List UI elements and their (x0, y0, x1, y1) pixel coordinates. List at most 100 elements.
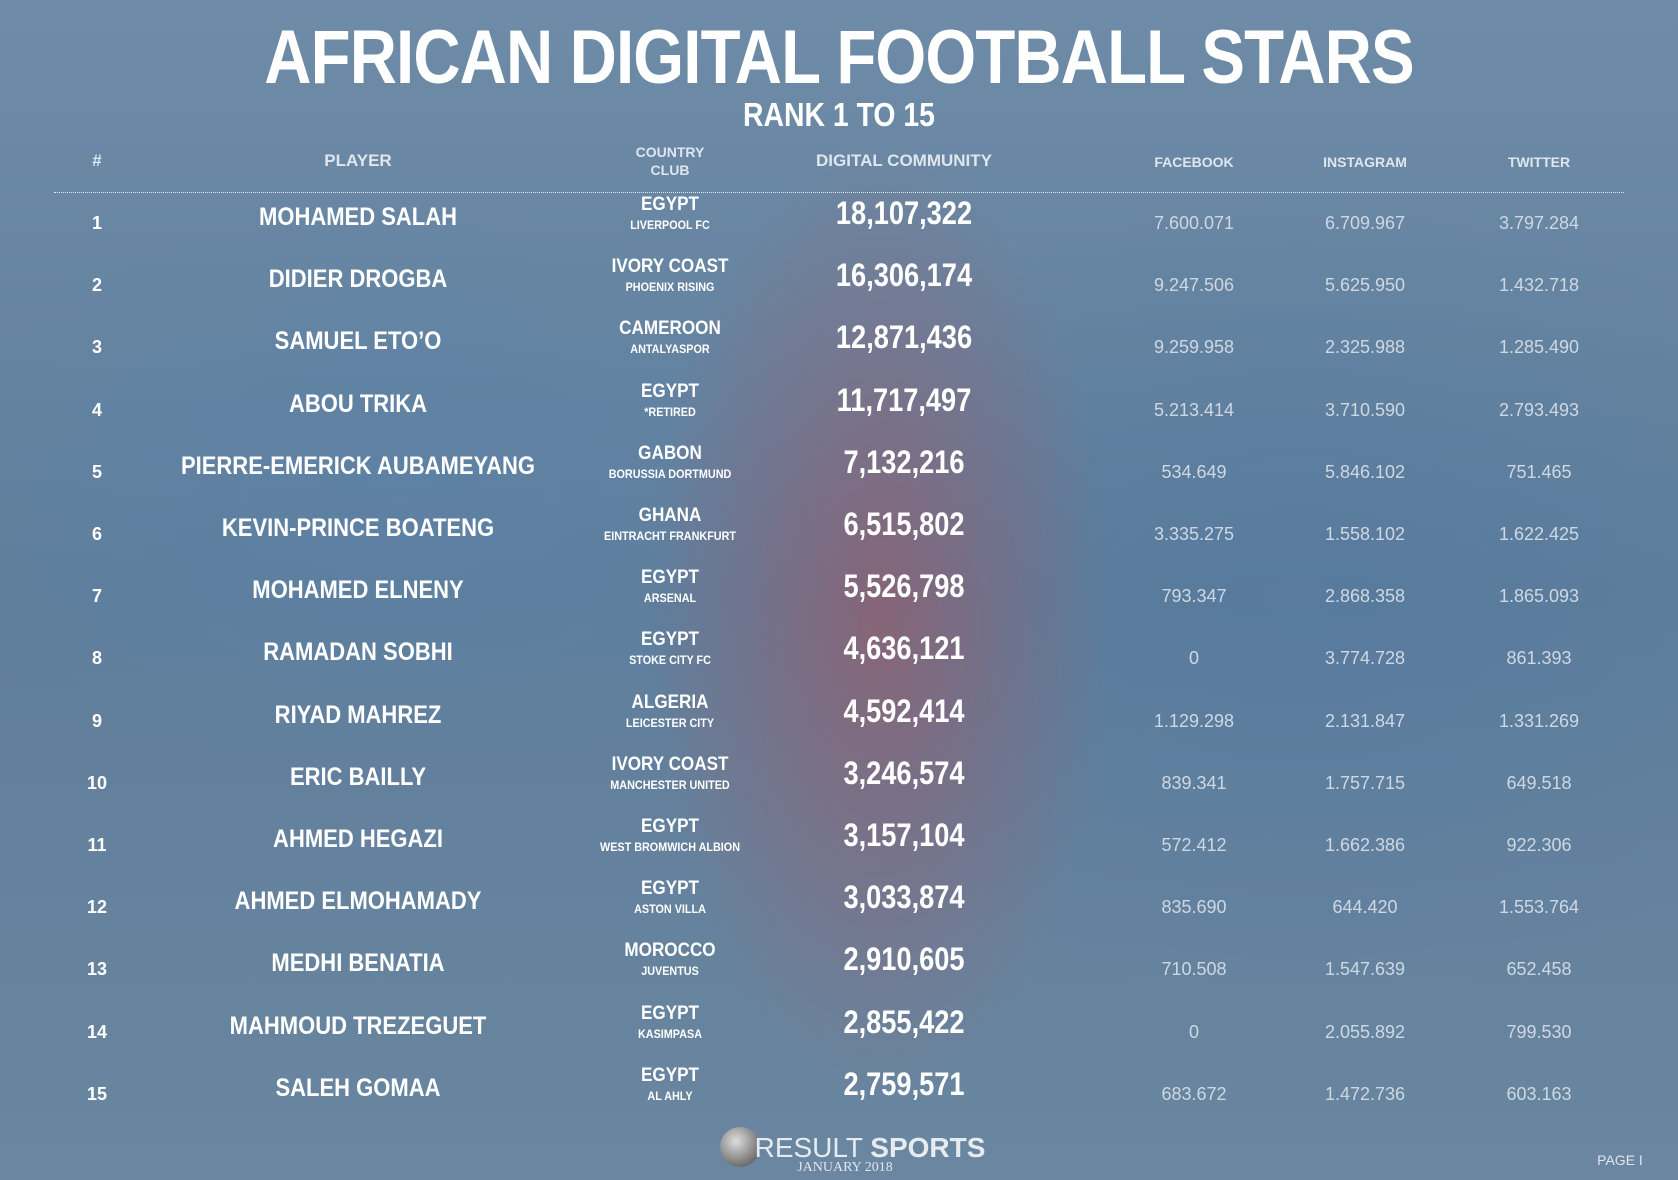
rank: 4 (91, 399, 103, 420)
twitter: 1.285.490 (1498, 337, 1580, 358)
rank: 11 (87, 835, 107, 855)
instagram: 5.625.950 (1324, 275, 1406, 296)
player-name: MOHAMED ELNENY (252, 576, 464, 605)
digital-community: 18,107,322 (835, 195, 973, 231)
subtitle: RANK 1 TO 15 (743, 96, 935, 133)
facebook: 839.341 (1161, 772, 1227, 793)
country: EGYPT (641, 1064, 699, 1086)
club: AL AHLY (647, 1088, 693, 1103)
digital-community: 6,515,802 (843, 506, 965, 542)
page-number: PAGE I (1597, 1152, 1643, 1168)
club: BORUSSIA DORTMUND (608, 466, 732, 481)
player-name: ABOU TRIKA (288, 389, 428, 418)
facebook: 3.335.275 (1153, 524, 1235, 544)
club: KASIMPASA (637, 1026, 703, 1041)
club: ARSENAL (643, 591, 697, 606)
facebook: 710.508 (1161, 959, 1227, 980)
instagram: 5.846.102 (1324, 461, 1406, 482)
digital-community: 11,717,497 (836, 381, 972, 418)
twitter: 652.458 (1506, 959, 1572, 980)
country: ALGERIA (631, 691, 709, 713)
header-community: DIGITAL COMMUNITY (816, 151, 992, 170)
instagram: 2.131.847 (1324, 710, 1406, 731)
facebook: 0 (1188, 648, 1200, 669)
rank: 5 (91, 461, 103, 482)
twitter: 751.465 (1506, 461, 1572, 482)
digital-community: 3,157,104 (843, 817, 965, 853)
instagram: 1.472.736 (1324, 1083, 1406, 1104)
country: EGYPT (641, 816, 699, 837)
facebook: 0 (1188, 1021, 1200, 1042)
digital-community: 2,910,605 (843, 941, 965, 978)
header-country: COUNTRY (635, 144, 705, 160)
club: WEST BROMWICH ALBION (600, 840, 740, 854)
club: MANCHESTER UNITED (610, 777, 730, 792)
facebook: 835.690 (1161, 897, 1227, 918)
instagram: 1.558.102 (1324, 524, 1406, 544)
instagram: 1.757.715 (1324, 772, 1406, 793)
player-name: ERIC BAILLY (289, 762, 427, 791)
digital-community: 4,592,414 (843, 692, 965, 729)
twitter: 861.393 (1506, 648, 1572, 669)
country: EGYPT (641, 1002, 699, 1024)
country: CAMEROON (619, 318, 721, 340)
digital-community: 5,526,798 (843, 568, 965, 605)
player-name: RIYAD MAHREZ (274, 700, 442, 729)
facebook: 9.247.506 (1153, 275, 1235, 296)
rank: 3 (91, 337, 103, 358)
digital-community: 16,306,174 (835, 257, 973, 294)
rank: 15 (86, 1083, 108, 1104)
instagram: 3.774.728 (1324, 648, 1406, 669)
header-twitter: TWITTER (1507, 154, 1571, 170)
player-name: MOHAMED SALAH (259, 203, 457, 231)
twitter: 1.331.269 (1498, 710, 1580, 731)
country: GHANA (638, 505, 702, 526)
club: LEICESTER CITY (625, 715, 715, 730)
twitter: 1.865.093 (1498, 586, 1580, 607)
club: EINTRACHT FRANKFURT (604, 529, 736, 543)
facebook: 9.259.958 (1153, 337, 1235, 358)
twitter: 603.163 (1506, 1083, 1572, 1104)
header-rank: # (92, 151, 102, 170)
rank: 2 (91, 275, 103, 296)
twitter: 922.306 (1506, 835, 1572, 855)
brand-bold: SPORTS (870, 1132, 986, 1163)
instagram: 2.868.358 (1324, 586, 1406, 607)
player-name: AHMED ELMOHAMADY (234, 887, 482, 916)
player-name: SAMUEL ETO’O (274, 327, 442, 356)
club: ASTON VILLA (634, 902, 706, 917)
player-name: AHMED HEGAZI (273, 825, 443, 853)
country: GABON (638, 442, 702, 464)
digital-community: 3,246,574 (843, 754, 965, 791)
header-player: PLAYER (324, 151, 392, 170)
rank: 1 (91, 213, 103, 233)
country: EGYPT (641, 380, 699, 402)
twitter: 1.553.764 (1498, 897, 1580, 918)
brand-text: RESULT (754, 1132, 863, 1163)
divider (54, 192, 1624, 193)
rank: 14 (86, 1021, 108, 1042)
digital-community: 7,132,216 (843, 443, 965, 480)
digital-community: 2,759,571 (843, 1065, 965, 1102)
logo (720, 1127, 760, 1167)
rank: 12 (86, 897, 108, 918)
instagram: 2.055.892 (1324, 1021, 1406, 1042)
player-name: DIDIER DROGBA (268, 265, 448, 294)
instagram: 6.709.967 (1324, 213, 1406, 233)
player-name: PIERRE-EMERICK AUBAMEYANG (180, 451, 536, 480)
date: JANUARY 2018 (797, 1160, 893, 1175)
facebook: 1.129.298 (1153, 710, 1235, 731)
club: PHOENIX RISING (625, 280, 715, 295)
digital-community: 12,871,436 (835, 319, 973, 356)
rank: 7 (91, 586, 103, 607)
rank: 10 (86, 772, 108, 793)
player-name: MAHMOUD TREZEGUET (229, 1011, 487, 1040)
club: STOKE CITY FC (629, 653, 711, 668)
facebook: 683.672 (1161, 1083, 1227, 1104)
rank: 9 (91, 710, 103, 731)
player-name: SALEH GOMAA (275, 1073, 441, 1102)
facebook: 572.412 (1161, 835, 1227, 855)
club: JUVENTUS (641, 964, 699, 979)
digital-community: 3,033,874 (843, 879, 965, 916)
